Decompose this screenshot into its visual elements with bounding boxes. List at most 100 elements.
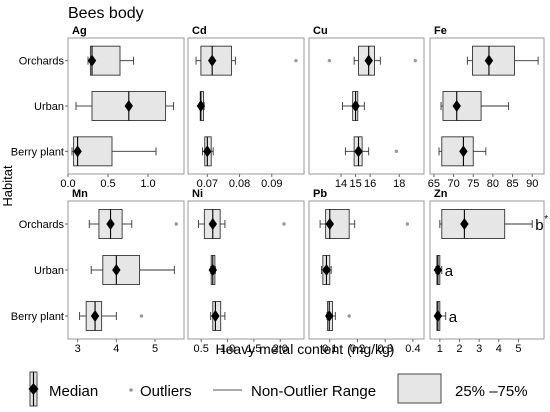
median-marker [452, 100, 461, 112]
outlier-point [394, 149, 399, 154]
box-berry-plant [202, 136, 214, 167]
x-tick-label: 3 [75, 343, 81, 355]
box-urban [75, 91, 175, 121]
median-marker [460, 218, 469, 230]
legend-item-median: Median [28, 371, 98, 407]
median-marker [208, 264, 217, 276]
y-tick-label: Orchards [19, 219, 65, 231]
panel-cu: Cu 14 15 16 18 [308, 25, 425, 190]
y-tick-label: Orchards [19, 56, 65, 68]
median-marker [207, 54, 217, 67]
x-axis-title: Heavy metal content (mg/kg) [216, 341, 395, 357]
x-tick-label: 18 [393, 178, 405, 190]
x-tick-label: 1.0 [220, 343, 235, 355]
x-tick-label: 0.07 [197, 178, 218, 190]
box-urban [208, 255, 217, 285]
chart-title: Bees body [68, 5, 144, 22]
median-marker [203, 145, 212, 158]
x-tick-label: 4 [113, 343, 119, 355]
panel-zn: Zn 1 2 3 4 5 b * a a [429, 188, 548, 355]
legend-median-marker [28, 383, 39, 395]
legend-item-range: Non-Outlier Range [213, 383, 376, 400]
x-tick-label: 80 [487, 178, 499, 190]
x-tick-label: 1.0 [140, 178, 155, 190]
median-marker [351, 100, 360, 112]
x-tick-label: 65 [428, 178, 440, 190]
iqr-box [441, 209, 506, 239]
panel-title: Pb [313, 188, 327, 200]
median-marker [433, 264, 443, 276]
x-tick-label: 4 [496, 343, 502, 355]
panel-title: Zn [434, 188, 448, 200]
panel-title: Ag [72, 25, 87, 37]
x-tick-label: 16 [364, 178, 376, 190]
x-tick-label: 0.08 [229, 178, 250, 190]
box-urban [196, 91, 206, 121]
legend-label: Outliers [140, 383, 192, 400]
legend-label: Median [49, 383, 98, 400]
x-tick-label: 5 [515, 343, 521, 355]
legend-outlier-point [129, 388, 133, 392]
x-tick-label: 2.0 [273, 343, 288, 355]
box-urban [342, 91, 365, 121]
box-urban [433, 255, 443, 285]
significance-label: b [535, 217, 543, 234]
significance-label: a [449, 309, 458, 326]
box-orchards [195, 45, 298, 76]
outlier-point [347, 314, 351, 318]
median-marker [459, 145, 468, 158]
box-berry-plant [210, 301, 226, 331]
x-tick-label: 0.1 [322, 343, 337, 355]
x-tick-label: 14 [335, 178, 347, 190]
panel-title: Cd [192, 25, 207, 37]
panel-title: Ni [192, 188, 203, 200]
box-orchards [319, 209, 410, 239]
median-marker [124, 100, 133, 112]
box-berry-plant [325, 301, 351, 331]
x-tick-label: 5 [152, 343, 158, 355]
significance-star: * [544, 214, 548, 225]
panel-mn: Mn 3 4 5 Orchards Urban Berry plant [11, 188, 185, 355]
median-marker [211, 310, 220, 322]
iqr-box [472, 45, 515, 76]
legend: Median Outliers Non-Outlier Range 25% –75% [28, 371, 528, 407]
panel-fe: Fe 65 70 75 80 85 90 [428, 25, 545, 190]
outlier-point [139, 314, 144, 318]
x-tick-label: 85 [506, 178, 518, 190]
outlier-point [174, 222, 178, 226]
outlier-point [405, 222, 410, 226]
panels-group: Ag 0.0 0.5 1.0 Orchards Urban Berry plant Cd 0.0… [11, 25, 548, 355]
median-marker [196, 100, 206, 112]
x-tick-label: 75 [467, 178, 479, 190]
x-tick-label: 70 [447, 178, 459, 190]
box-berry-plant [79, 301, 144, 331]
iqr-box [102, 255, 140, 285]
median-marker [112, 264, 121, 276]
significance-label: a [445, 263, 454, 280]
box-orchards [87, 45, 135, 76]
x-tick-label: 0.4 [405, 343, 420, 355]
x-tick-label: 0.3 [378, 343, 393, 355]
box-berry-plant [344, 136, 399, 167]
x-tick-label: 0.2 [350, 343, 365, 355]
box-orchards [327, 45, 417, 76]
panel-title: Mn [72, 188, 88, 200]
box-berry-plant [71, 136, 157, 167]
outlier-point [282, 222, 286, 226]
panel-cd: Cd 0.07 0.08 0.09 [187, 25, 305, 190]
y-tick-label: Berry plant [11, 311, 64, 323]
x-tick-label: 0.5 [194, 343, 209, 355]
x-tick-label: 0.09 [261, 178, 282, 190]
box-berry-plant [433, 301, 447, 331]
legend-item-outliers: Outliers [129, 383, 192, 400]
x-tick-label: 90 [526, 178, 538, 190]
panel-title: Fe [434, 25, 447, 37]
legend-label: 25% –75% [455, 383, 528, 400]
box-urban [321, 255, 332, 285]
y-tick-label: Urban [34, 101, 64, 113]
x-tick-label: 15 [349, 178, 361, 190]
box-orchards [88, 209, 178, 239]
legend-iqr-box [397, 373, 442, 404]
